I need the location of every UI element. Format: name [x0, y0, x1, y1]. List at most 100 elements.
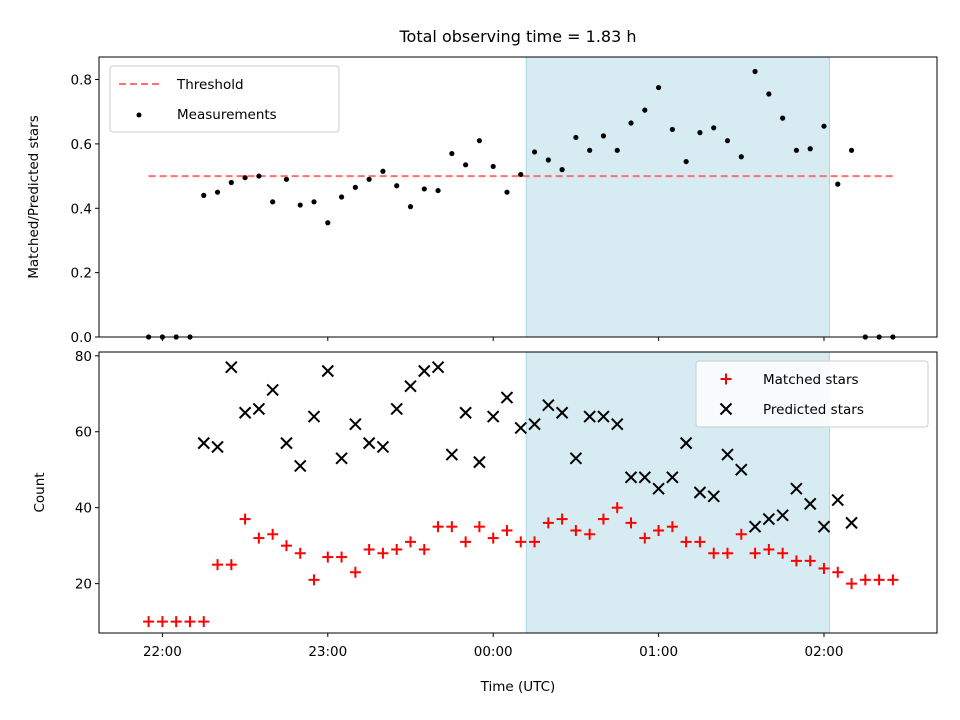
predicted-star-point [376, 440, 390, 454]
matched-star-point [887, 574, 899, 586]
matched-star-point [143, 616, 155, 628]
predicted-star-point [679, 436, 693, 450]
matched-star-point [570, 524, 582, 536]
predicted-star-point [321, 364, 335, 378]
measurement-point [683, 158, 689, 165]
matched-star-point [363, 543, 375, 555]
matched-star-point [584, 528, 596, 540]
matched-star-point [694, 536, 706, 548]
matched-star-point [308, 574, 320, 586]
measurement-point [848, 147, 855, 153]
matched-star-point [515, 536, 527, 548]
predicted-star-point [817, 520, 831, 533]
predicted-star-point [486, 410, 500, 423]
measurement-point [435, 187, 441, 194]
measurement-point [573, 134, 579, 141]
matched-stars-legend-label: Matched stars [763, 372, 859, 388]
measurement-point [518, 171, 524, 178]
matched-star-point [818, 562, 830, 574]
matched-stars-legend-marker [720, 373, 732, 385]
measurement-point [256, 173, 262, 179]
matched-star-point [859, 574, 871, 586]
predicted-star-point [211, 440, 224, 454]
matched-star-point [804, 555, 816, 567]
measurement-point [766, 91, 772, 97]
bottom-y-tick-label: 40 [75, 501, 92, 517]
measurement-point [724, 138, 731, 144]
measurement-point [201, 192, 207, 198]
predicted-star-point [666, 471, 679, 484]
top-axes-frame [98, 56, 938, 338]
matched-star-point [349, 566, 361, 578]
matched-star-point [777, 547, 789, 559]
predicted-star-point [197, 436, 210, 450]
matched-star-point [253, 532, 265, 544]
predicted-star-point [542, 398, 555, 412]
matched-star-point [708, 547, 720, 559]
measurement-point [793, 147, 800, 153]
predicted-star-point [528, 417, 541, 431]
predicted-star-point [611, 417, 624, 431]
measurement-point [531, 149, 538, 155]
predicted-star-point [583, 410, 596, 423]
top-y-tick-label: 0.8 [71, 73, 92, 89]
matched-star-point [212, 559, 224, 571]
x-tick-label: 22:00 [143, 644, 182, 660]
predicted-star-point [252, 402, 266, 416]
matched-star-point [846, 578, 858, 590]
matched-star-point [294, 547, 306, 559]
predicted-star-point [404, 379, 417, 393]
top-y-tick-label: 0.4 [71, 201, 92, 217]
measurement-point [545, 157, 551, 163]
measurement-point [697, 130, 703, 136]
predicted-star-point [390, 402, 403, 416]
bottom-panel: 20 40 60 80 22:00 23:00 00:00 01:00 02:00 Count… [32, 349, 938, 695]
measurement-point [325, 220, 331, 226]
predicted-star-point [238, 406, 252, 419]
predicted-star-point [266, 383, 279, 397]
measurement-point [476, 138, 483, 144]
predicted-star-point [762, 512, 776, 526]
matched-star-point [267, 528, 279, 540]
matched-star-point [873, 574, 885, 586]
predicted-stars-legend-swatch [719, 402, 733, 416]
bottom-legend: Matched stars Predicted stars [695, 360, 929, 428]
matched-star-point [487, 532, 499, 544]
predicted-star-point [445, 448, 459, 461]
predicted-stars-legend-label: Predicted stars [763, 402, 864, 418]
predicted-star-point [652, 482, 665, 495]
measurement-point [407, 204, 414, 210]
matched-star-point [336, 551, 348, 563]
predicted-star-point [514, 421, 527, 435]
matched-star-point [473, 521, 485, 533]
matched-star-point [749, 547, 761, 559]
predicted-star-point [459, 406, 472, 419]
measurement-point [614, 147, 620, 153]
measurements-legend-label: Measurements [177, 107, 277, 123]
matched-star-point [763, 543, 775, 555]
x-tick-label: 01:00 [639, 644, 678, 660]
predicted-star-point [569, 452, 583, 465]
matched-stars-legend-swatch [720, 373, 732, 385]
predicted-star-point [803, 497, 817, 511]
predicted-star-point [500, 391, 514, 404]
measurement-point [421, 186, 427, 192]
measurement-point [338, 194, 345, 200]
measurement-point [504, 189, 510, 195]
matched-star-point [239, 513, 251, 525]
predicted-star-point [473, 455, 486, 469]
matched-star-point [322, 551, 334, 563]
matched-star-point [832, 566, 844, 578]
matched-star-point [735, 528, 747, 540]
matched-star-point [625, 517, 637, 529]
bottom-y-tick-label: 60 [75, 425, 92, 441]
x-axis-label: Time (UTC) [480, 679, 556, 695]
matched-star-point [611, 502, 623, 514]
predicted-star-point [418, 364, 431, 378]
matched-star-point [170, 616, 182, 628]
measurement-point [587, 147, 593, 153]
matched-star-point [529, 536, 541, 548]
matched-star-point [666, 521, 678, 533]
measurement-point [559, 167, 565, 173]
